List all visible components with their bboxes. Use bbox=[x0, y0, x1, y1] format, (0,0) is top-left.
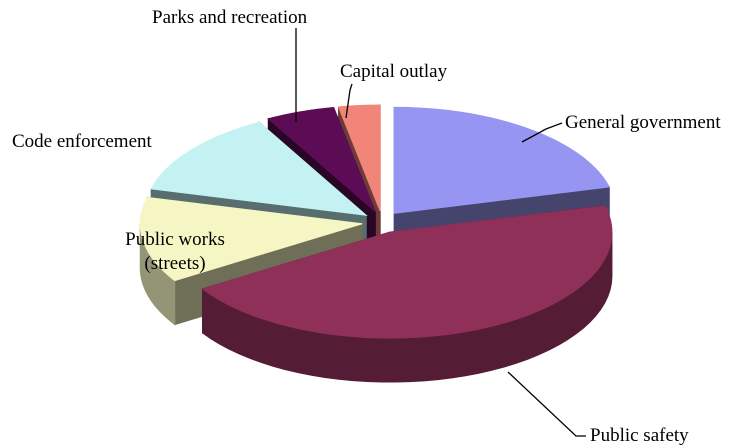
slice-top bbox=[150, 121, 368, 216]
slice-label: Parks and recreation bbox=[152, 7, 308, 28]
slice-top bbox=[393, 106, 611, 214]
slice-top bbox=[139, 196, 363, 282]
slices bbox=[139, 104, 613, 383]
leader-line bbox=[345, 83, 353, 119]
slice-label: Public works (streets) bbox=[125, 229, 225, 274]
slice-top bbox=[201, 205, 613, 339]
slice-top bbox=[337, 104, 381, 212]
slice-top bbox=[267, 106, 376, 213]
slice-label: General government bbox=[565, 112, 721, 133]
leader-line bbox=[521, 122, 563, 143]
slice-label: Capital outlay bbox=[340, 61, 448, 82]
leader-line bbox=[507, 371, 586, 437]
pie-slice bbox=[201, 205, 613, 383]
slice-label: Code enforcement bbox=[12, 131, 152, 152]
slice-label: Public safety bbox=[590, 425, 689, 446]
